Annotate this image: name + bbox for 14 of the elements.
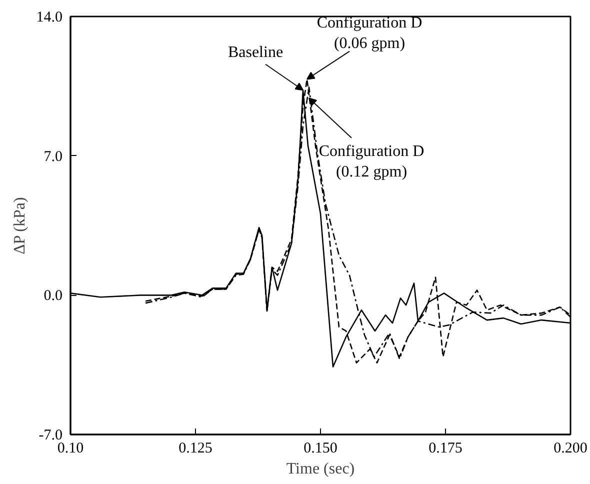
x-axis-title: Time (sec) xyxy=(286,460,355,478)
y-tick-label: -7.0 xyxy=(38,428,63,444)
annotation: Configuration D (0.06 gpm) xyxy=(316,14,422,52)
y-axis-title: ΔP (kPa) xyxy=(11,197,28,254)
y-tick-label: 7.0 xyxy=(44,148,62,165)
x-tick-label: 0.175 xyxy=(428,440,462,456)
annotation: Configuration D (0.12 gpm) xyxy=(318,143,424,181)
x-tick-label: 0.125 xyxy=(178,440,212,456)
x-tick-label: 0.150 xyxy=(304,440,338,456)
annotation: Baseline xyxy=(228,44,284,61)
y-tick-label: 0.0 xyxy=(44,288,62,304)
x-tick-label: 0.200 xyxy=(554,440,588,456)
x-tick-label: 0.10 xyxy=(57,440,84,456)
y-tick-label: 14.0 xyxy=(36,10,62,26)
